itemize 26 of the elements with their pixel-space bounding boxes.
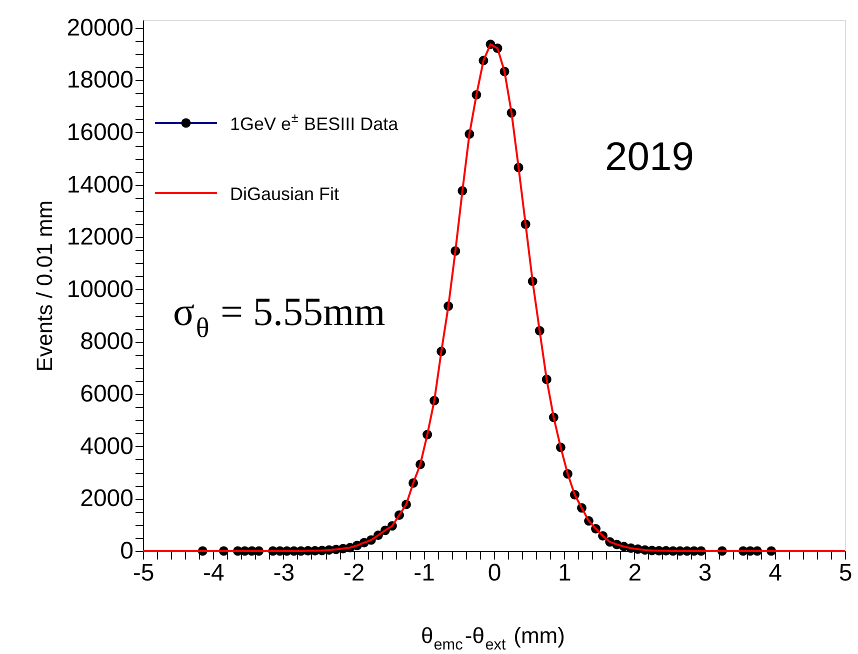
x-tick-label: 4 <box>768 560 782 586</box>
x-tick-label: -2 <box>343 560 365 586</box>
x-tick-label: 5 <box>838 560 852 586</box>
x-tick-label: 2 <box>628 560 642 586</box>
annotation: 2019 <box>605 135 694 179</box>
y-tick-label: 20000 <box>66 14 134 42</box>
legend-label: DiGausian Fit <box>230 184 340 204</box>
y-axis-title: Events / 0.01 mm <box>32 200 57 372</box>
y-tick-label: 4000 <box>80 432 134 460</box>
x-tick-label: 1 <box>558 560 572 586</box>
y-tick-label: 8000 <box>80 328 134 356</box>
legend-label: 1GeV e± BESIII Data <box>230 110 400 134</box>
y-tick-label: 2000 <box>80 485 134 512</box>
y-tick-label: 12000 <box>66 224 134 251</box>
x-tick-label: -5 <box>132 560 154 586</box>
y-tick-label: 14000 <box>66 171 134 198</box>
y-tick-label: 16000 <box>66 118 134 146</box>
x-tick-label: -3 <box>273 560 295 586</box>
y-tick-label: 6000 <box>80 380 134 408</box>
x-tick-label: -4 <box>203 560 224 586</box>
x-tick-label: 0 <box>488 560 502 586</box>
y-tick-label: 18000 <box>66 66 134 94</box>
x-tick-label: 3 <box>698 560 712 586</box>
x-tick-label: -1 <box>414 560 435 586</box>
y-tick-label: 10000 <box>66 276 134 303</box>
y-tick-label: 0 <box>120 538 134 564</box>
